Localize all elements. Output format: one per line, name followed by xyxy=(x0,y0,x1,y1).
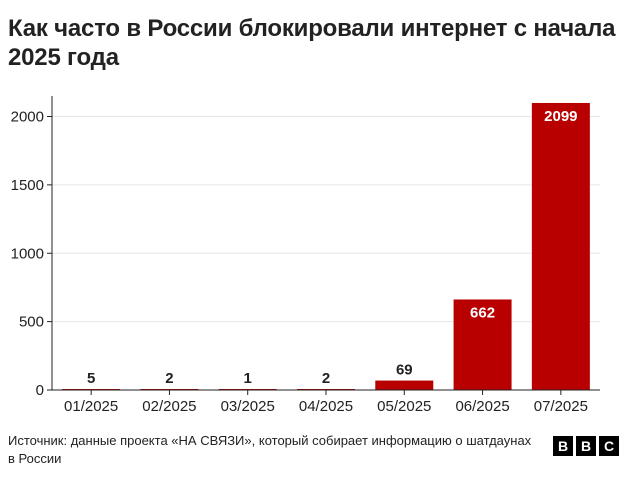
data-label: 1 xyxy=(244,370,252,387)
x-tick-label: 04/2025 xyxy=(299,398,353,415)
bar xyxy=(531,102,590,391)
bar xyxy=(453,299,512,390)
y-tick-label: 1500 xyxy=(11,177,44,194)
source-note: Источник: данные проекта «НА СВЯЗИ», кот… xyxy=(8,433,532,466)
data-label: 2099 xyxy=(544,108,577,125)
x-tick-label: 05/2025 xyxy=(377,398,431,415)
data-label: 69 xyxy=(396,362,413,379)
bar xyxy=(375,380,434,390)
y-tick-label: 500 xyxy=(19,314,44,331)
y-tick-label: 2000 xyxy=(11,109,44,126)
bar-chart: 0 500 1000 1500 2000 5 2 1 2 69 662 2099 01/2025 02… xyxy=(11,96,600,415)
bars xyxy=(62,102,590,391)
x-tick-label: 06/2025 xyxy=(455,398,509,415)
x-axis-ticks: 01/2025 02/2025 03/2025 04/2025 05/2025 06/20… xyxy=(64,390,588,415)
y-axis-ticks: 0 500 1000 1500 2000 xyxy=(11,109,52,399)
data-label: 662 xyxy=(470,304,495,321)
data-label: 5 xyxy=(87,370,95,387)
axes xyxy=(51,96,600,391)
x-tick-label: 03/2025 xyxy=(221,398,275,415)
chart-title: Как часто в России блокировали интернет … xyxy=(8,15,616,71)
bbc-logo: B B C xyxy=(553,436,619,456)
bbc-logo-letter: B xyxy=(553,436,573,456)
x-tick-label: 02/2025 xyxy=(142,398,196,415)
data-label: 2 xyxy=(165,370,173,387)
bbc-logo-letter: C xyxy=(599,436,619,456)
y-tick-label: 1000 xyxy=(11,245,44,262)
y-tick-label: 0 xyxy=(36,382,44,399)
data-label: 2 xyxy=(322,370,330,387)
x-tick-label: 01/2025 xyxy=(64,398,118,415)
data-labels: 5 2 1 2 69 662 2099 xyxy=(87,108,578,387)
bbc-logo-letter: B xyxy=(576,436,596,456)
x-tick-label: 07/2025 xyxy=(534,398,588,415)
grid-lines xyxy=(52,116,600,323)
